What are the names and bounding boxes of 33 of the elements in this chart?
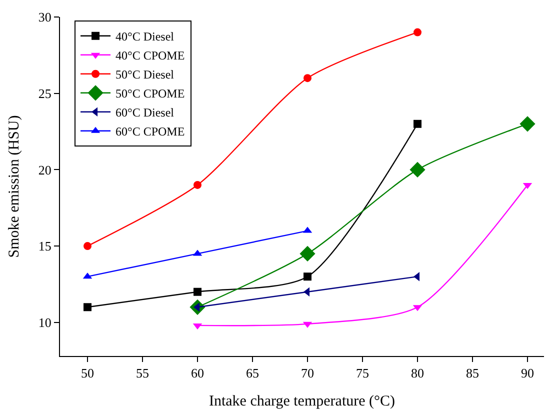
legend-label: 40°C Diesel (116, 30, 175, 44)
legend-label: 50°C CPOME (116, 86, 185, 101)
y-axis-title: Smoke emission (HSU) (6, 115, 23, 258)
x-tick-label: 90 (521, 366, 534, 381)
y-tick-label: 10 (38, 314, 52, 330)
legend-label: 60°C Diesel (116, 106, 175, 120)
x-tick-label: 55 (136, 366, 149, 381)
legend-label: 40°C CPOME (116, 48, 185, 63)
legend-label: 50°C Diesel (116, 68, 175, 82)
x-tick-label: 65 (246, 366, 259, 381)
y-tick-label: 20 (38, 162, 52, 178)
point (414, 120, 422, 128)
point (84, 242, 92, 250)
x-tick-label: 80 (411, 366, 424, 381)
point (520, 116, 536, 132)
y-tick-label: 15 (38, 238, 52, 254)
point (194, 180, 202, 189)
point (410, 162, 426, 178)
point (414, 28, 422, 36)
point (84, 303, 92, 312)
y-tick-label: 30 (38, 10, 52, 25)
point (194, 288, 202, 296)
y-tick-label: 25 (38, 86, 52, 101)
x-tick-label: 75 (356, 366, 369, 381)
point (304, 74, 312, 82)
x-tick-label: 60 (191, 366, 204, 381)
point (300, 246, 316, 262)
x-tick-label: 70 (301, 366, 314, 381)
x-tick-label: 85 (466, 366, 479, 381)
x-tick-label: 50 (81, 366, 94, 381)
point (304, 272, 312, 281)
x-axis-title: Intake charge temperature (°C) (208, 394, 396, 410)
legend-label: 60°C CPOME (116, 124, 185, 139)
